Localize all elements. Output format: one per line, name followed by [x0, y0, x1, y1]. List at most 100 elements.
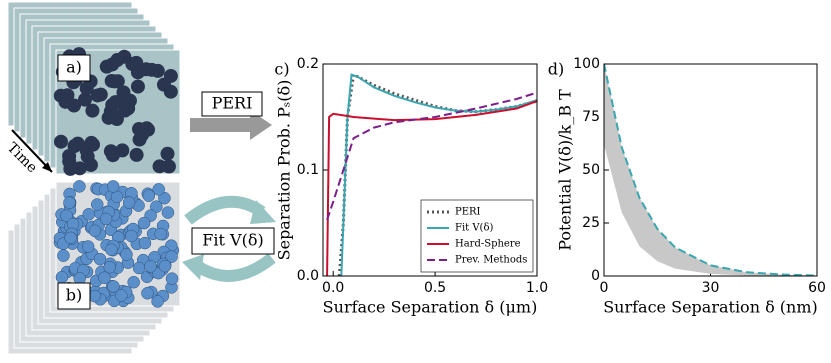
particle — [158, 259, 172, 273]
particle — [138, 236, 152, 250]
image-stack-a — [7, 1, 181, 176]
plot-frame — [322, 63, 538, 277]
series-line — [340, 73, 537, 276]
particle — [125, 57, 140, 72]
particle — [99, 59, 114, 74]
particle — [90, 88, 105, 103]
particle — [108, 95, 123, 110]
particle — [125, 229, 138, 243]
particle — [85, 103, 100, 118]
y-tick-label: 50 — [582, 162, 600, 178]
particle — [154, 227, 167, 241]
fit-arrow-head — [250, 200, 276, 224]
particle — [60, 209, 73, 223]
particle — [135, 127, 150, 142]
particle — [115, 143, 130, 158]
series-line — [326, 91, 537, 221]
x-tick-label: 0.0 — [322, 280, 344, 296]
fit-arrow — [184, 195, 266, 225]
legend-label: Prev. Methods — [455, 255, 527, 266]
y-tick-label: 0.0 — [297, 268, 319, 284]
particle — [82, 208, 96, 221]
y-tick-label: 0.2 — [297, 56, 319, 72]
particle — [151, 295, 164, 308]
particle — [110, 53, 125, 68]
peri-arrow — [190, 110, 272, 140]
particle — [161, 206, 175, 219]
label-a: a) — [66, 58, 82, 77]
particle — [152, 183, 165, 196]
series-line — [604, 64, 817, 276]
particle — [129, 147, 144, 162]
particle — [115, 289, 128, 302]
y-tick-label: 25 — [582, 215, 600, 231]
particle — [152, 159, 167, 174]
time-arrow-head — [42, 162, 52, 172]
x-axis-label: Surface Separation δ (nm) — [603, 298, 818, 317]
peri-label: PERI — [212, 94, 253, 113]
particle — [144, 62, 159, 77]
particle — [79, 143, 94, 158]
particle — [121, 101, 136, 116]
particle — [77, 92, 92, 107]
fit-arrow — [192, 253, 276, 282]
particle — [63, 196, 76, 209]
label-box — [201, 91, 263, 117]
particle — [64, 231, 77, 245]
y-tick-label: 0.1 — [297, 162, 319, 178]
panel-label: d) — [548, 60, 564, 79]
particle — [130, 79, 145, 94]
particle — [106, 180, 120, 193]
x-tick-label: 0 — [600, 280, 609, 296]
particle — [158, 191, 171, 205]
y-tick-label: 75 — [582, 109, 600, 125]
particle — [156, 77, 171, 92]
y-tick-label: 100 — [573, 56, 600, 72]
fit-arrow-head — [182, 254, 204, 280]
legend-label: Fit V(δ) — [455, 223, 493, 234]
particle — [98, 271, 111, 284]
x-tick-label: 60 — [808, 280, 826, 296]
image-stack-b — [7, 180, 181, 355]
particle — [132, 261, 146, 275]
x-tick-label: 0.5 — [424, 280, 446, 296]
particle — [120, 248, 133, 261]
particle — [160, 146, 175, 161]
particle — [142, 189, 156, 202]
band — [604, 64, 817, 276]
series-line — [326, 100, 537, 276]
particle — [150, 200, 163, 213]
particle — [55, 270, 69, 284]
particle — [99, 212, 113, 226]
particle — [105, 243, 118, 256]
particle — [137, 216, 151, 230]
legend-label: Hard-Sphere — [455, 239, 521, 250]
particle — [127, 275, 140, 289]
label-box — [57, 282, 91, 310]
legend-label: PERI — [455, 207, 481, 218]
particle — [122, 196, 136, 209]
particle — [83, 157, 98, 172]
y-axis-label: Separation Prob. Pₛ(δ) — [275, 80, 294, 261]
y-axis-label: Potential V(δ)/k_B T — [556, 89, 575, 251]
particle — [93, 252, 107, 266]
particle — [103, 261, 116, 274]
plot-frame — [603, 63, 818, 277]
particle — [165, 250, 178, 263]
x-tick-label: 1.0 — [526, 280, 548, 296]
particle — [88, 224, 102, 238]
particle — [81, 240, 95, 253]
label-b: b) — [66, 286, 82, 305]
particle — [144, 260, 157, 273]
particle — [60, 88, 75, 103]
y-tick-label: 0 — [591, 268, 600, 284]
particle — [107, 74, 122, 89]
particle — [67, 139, 82, 154]
x-tick-label: 30 — [702, 280, 720, 296]
particle — [165, 272, 179, 285]
panel-label: c) — [274, 60, 289, 79]
particle — [63, 161, 78, 176]
particle — [73, 180, 86, 193]
x-axis-label: Surface Separation δ (μm) — [323, 298, 538, 317]
